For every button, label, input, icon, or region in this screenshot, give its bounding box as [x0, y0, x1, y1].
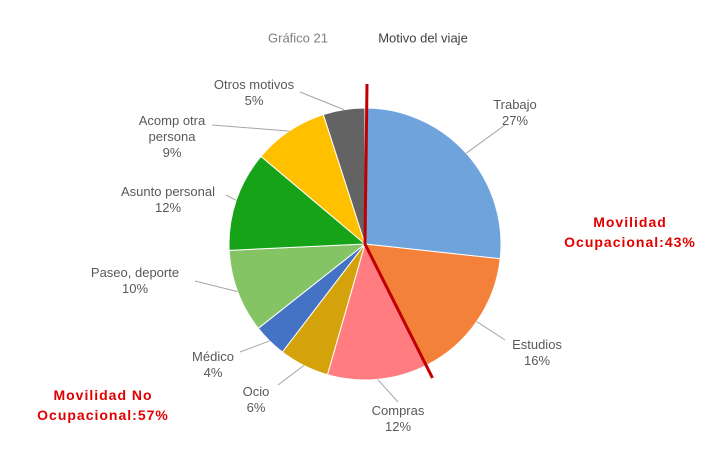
category-label: Paseo, deporte: [90, 265, 180, 280]
leader-line: [211, 124, 290, 132]
value-label: 16%: [523, 353, 551, 368]
pie-slice: [364, 107, 502, 260]
leader-line: [277, 365, 305, 386]
pie-slice: [228, 155, 367, 251]
divider-line: [363, 83, 434, 379]
category-label: Médico: [192, 349, 234, 364]
leader-line: [239, 340, 270, 353]
leader-line: [299, 91, 345, 111]
pie-slice: [322, 107, 366, 245]
pie-slice: [228, 243, 367, 330]
value-label: 12%: [384, 419, 412, 434]
category-label: Trabajo: [493, 97, 537, 112]
category-label: Asunto personal: [121, 184, 215, 199]
leader-line: [194, 280, 238, 293]
value-label: 9%: [162, 145, 182, 160]
chart-title: Motivo del viaje: [378, 30, 468, 46]
slice-label: Acomp otra persona 9%: [122, 113, 222, 161]
slice-label: Compras 12%: [358, 403, 438, 435]
category-label: Compras: [371, 403, 425, 418]
slice-label: Estudios 16%: [497, 337, 577, 369]
annotation: Movilidad Ocupacional:43%: [564, 214, 696, 250]
chart-subtitle: Gráfico 21: [268, 30, 328, 46]
leader-line: [225, 194, 237, 201]
slice-label: Paseo, deporte 10%: [75, 265, 195, 297]
category-label: Otros motivos: [213, 77, 295, 92]
category-label: Ocio: [242, 384, 270, 399]
value-label: 5%: [244, 93, 264, 108]
pie-slice: [326, 242, 427, 381]
value-label: 10%: [121, 281, 149, 296]
value-label: 12%: [154, 200, 182, 215]
leader-line: [476, 321, 506, 341]
slice-label: Trabajo 27%: [475, 97, 555, 129]
leader-line: [465, 124, 506, 154]
category-label: Acomp otra persona: [138, 113, 206, 144]
value-label: 4%: [203, 365, 223, 380]
value-label: 6%: [246, 400, 266, 415]
leader-line: [377, 379, 399, 403]
slice-label: Asunto personal 12%: [103, 184, 233, 216]
slice-label: Ocio 6%: [226, 384, 286, 416]
slice-label: Otros motivos 5%: [199, 77, 309, 109]
slice-label: Médico 4%: [183, 349, 243, 381]
category-label: Estudios: [512, 337, 562, 352]
annotation: Movilidad No Ocupacional:57%: [37, 387, 169, 423]
value-label: 27%: [501, 113, 529, 128]
